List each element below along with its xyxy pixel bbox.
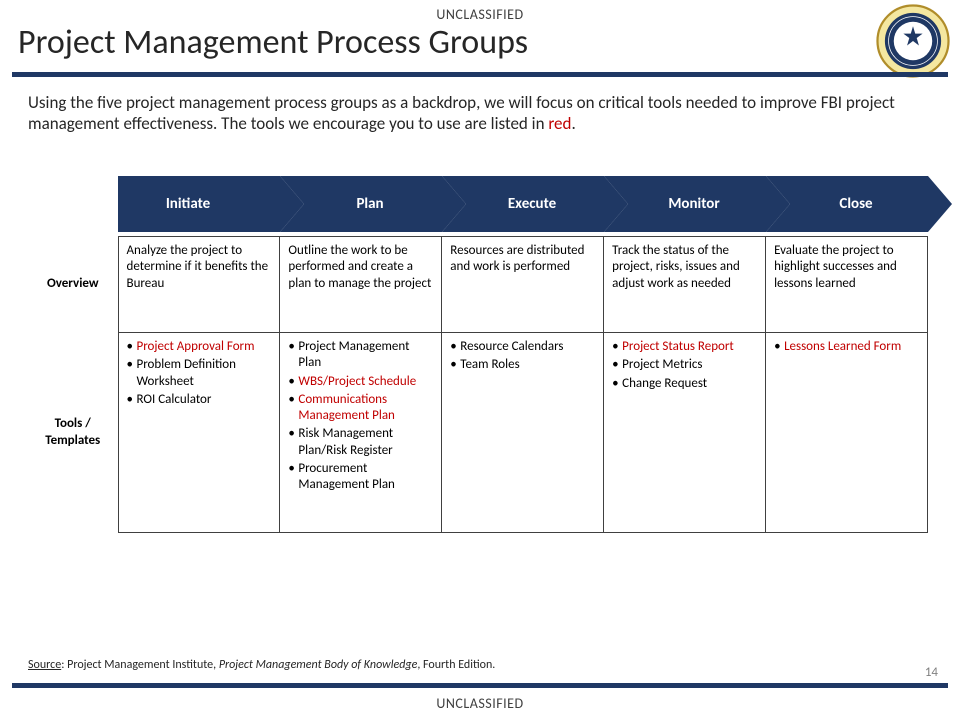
overview-cell: Resources are distributed and work is pe… [442, 237, 604, 333]
tool-item: Problem Definition Worksheet [127, 357, 272, 390]
tool-item: Lessons Learned Form [774, 339, 919, 355]
chevron-initiate: Initiate [118, 176, 304, 232]
tool-item: Change Request [612, 376, 757, 392]
chevron-monitor: Monitor [604, 176, 790, 232]
row-label-tools: Tools / Templates [28, 333, 118, 533]
intro-post: . [571, 113, 575, 134]
tool-item: Project Approval Form [127, 339, 272, 355]
intro-text: Using the five project management proces… [28, 92, 932, 135]
divider-bottom [12, 683, 948, 688]
process-chevrons: Initiate Plan Execute Monitor Close [118, 176, 928, 232]
tool-item: Communications Management Plan [288, 392, 433, 425]
classification-bottom: UNCLASSIFIED [0, 695, 960, 712]
page-title: Project Management Process Groups [18, 22, 528, 63]
tool-item: ROI Calculator [127, 392, 272, 408]
tool-item: Procurement Management Plan [288, 461, 433, 494]
tool-item: Project Status Report [612, 339, 757, 355]
chevron-label: Close [786, 176, 926, 232]
intro-red: red [548, 113, 571, 134]
overview-cell: Track the status of the project, risks, … [604, 237, 766, 333]
page-number: 14 [925, 665, 938, 680]
chevron-label: Execute [462, 176, 602, 232]
intro-pre: Using the five project management proces… [28, 92, 895, 134]
chevron-label: Initiate [118, 176, 258, 232]
tools-cell: Project Management Plan WBS/Project Sched… [280, 333, 442, 533]
overview-cell: Analyze the project to determine if it b… [118, 237, 280, 333]
source-italic: Project Management Body of Knowledge [219, 658, 417, 672]
divider-top [12, 72, 948, 77]
classification-top: UNCLASSIFIED [0, 6, 960, 23]
source-post: , Fourth Edition. [417, 658, 495, 672]
tool-item: Team Roles [450, 357, 595, 373]
tool-item: Project Management Plan [288, 339, 433, 372]
source-citation: Source: Project Management Institute, Pr… [28, 658, 495, 672]
row-label-overview: Overview [28, 237, 118, 333]
process-table: OverviewAnalyze the project to determine… [28, 236, 928, 533]
chevron-execute: Execute [442, 176, 628, 232]
chevron-plan: Plan [280, 176, 466, 232]
tools-cell: Lessons Learned Form [766, 333, 928, 533]
tool-item: Project Metrics [612, 357, 757, 373]
chevron-close: Close [766, 176, 952, 232]
chevron-label: Monitor [624, 176, 764, 232]
tools-cell: Project Approval Form Problem Definition … [118, 333, 280, 533]
source-pre: : Project Management Institute, [61, 658, 219, 672]
source-label: Source [28, 658, 61, 672]
tool-item: WBS/Project Schedule [288, 374, 433, 390]
tools-cell: Project Status Report Project Metrics Chan… [604, 333, 766, 533]
seal-icon [876, 4, 950, 78]
overview-cell: Evaluate the project to highlight succes… [766, 237, 928, 333]
tool-item: Resource Calendars [450, 339, 595, 355]
tools-cell: Resource Calendars Team Roles [442, 333, 604, 533]
chevron-label: Plan [300, 176, 440, 232]
overview-cell: Outline the work to be performed and cre… [280, 237, 442, 333]
tool-item: Risk Management Plan/Risk Register [288, 426, 433, 459]
